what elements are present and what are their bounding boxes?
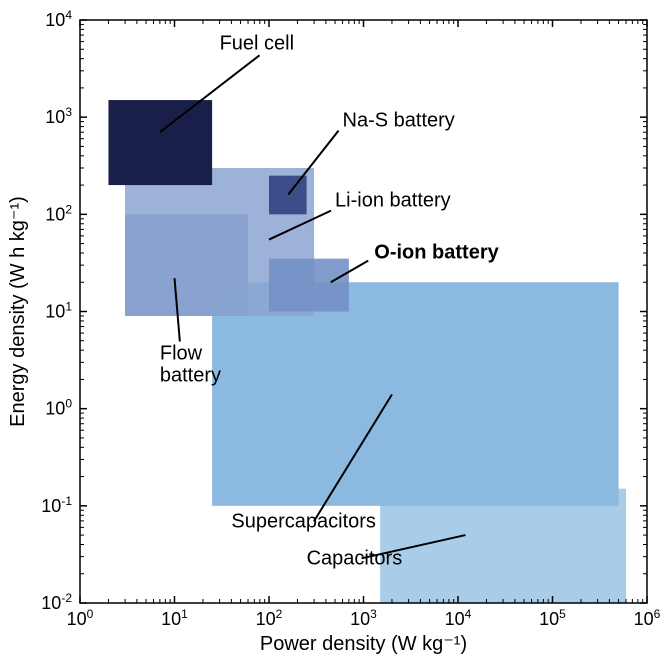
- region-na-s: [269, 176, 307, 215]
- label-na-s: Na-S battery: [343, 110, 455, 132]
- x-axis-label: Power density (W kg⁻¹): [260, 633, 467, 655]
- ragone-chart: 10010110210310410510610-210-110010110210…: [0, 0, 667, 668]
- label-capacitors: Capacitors: [307, 547, 403, 569]
- region-fuel-cell: [108, 100, 212, 185]
- region-o-ion: [269, 259, 349, 312]
- y-axis-label: Energy density (W h kg⁻¹): [7, 196, 29, 427]
- label-o-ion: O-ion battery: [374, 242, 499, 264]
- label-li-ion: Li-ion battery: [335, 190, 451, 212]
- label-supercapacitors: Supercapacitors: [231, 510, 376, 532]
- label-fuel-cell: Fuel cell: [220, 32, 294, 54]
